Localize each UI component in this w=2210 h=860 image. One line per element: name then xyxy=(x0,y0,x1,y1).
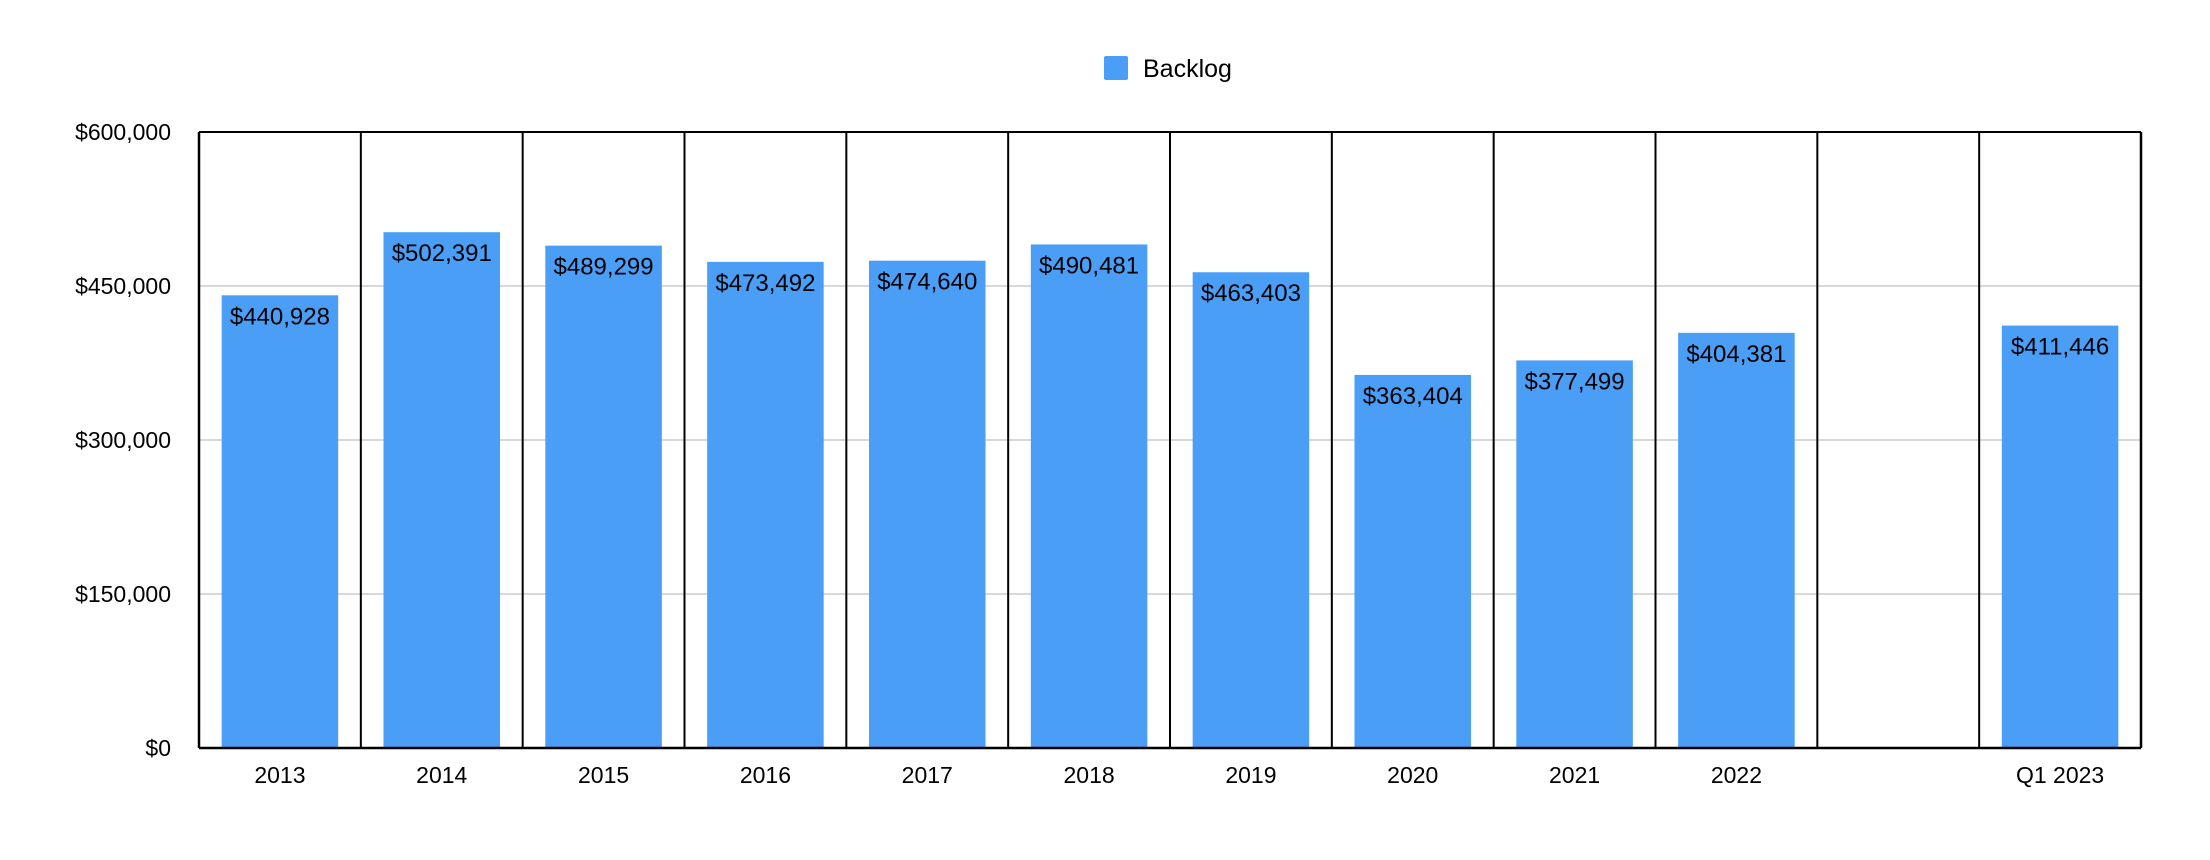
data-label: $490,481 xyxy=(1039,252,1139,279)
bar xyxy=(1192,272,1310,748)
x-tick-label: 2016 xyxy=(740,762,791,788)
data-label: $474,640 xyxy=(877,269,977,296)
y-tick-label: $600,000 xyxy=(75,119,171,145)
data-label: $377,499 xyxy=(1525,368,1625,395)
data-label: $404,381 xyxy=(1686,341,1786,368)
bar xyxy=(545,245,662,749)
x-tick-label: 2015 xyxy=(578,762,629,788)
x-tick-label: 2018 xyxy=(1063,762,1114,788)
bar xyxy=(1516,360,1633,748)
bar xyxy=(1354,374,1472,748)
bar xyxy=(1678,332,1795,748)
y-tick-label: $0 xyxy=(145,735,171,761)
data-label: $463,403 xyxy=(1201,280,1301,307)
data-label: $411,446 xyxy=(2011,334,2109,361)
data-label: $440,928 xyxy=(230,303,330,330)
x-tick-label: 2022 xyxy=(1711,762,1762,788)
bar xyxy=(868,260,986,748)
axes xyxy=(197,131,2143,750)
x-tick-label: 2013 xyxy=(254,762,305,788)
legend-swatch-backlog xyxy=(1104,56,1128,80)
data-label: $502,391 xyxy=(392,240,492,267)
bar xyxy=(1030,244,1148,748)
x-tick-label: Q1 2023 xyxy=(2016,762,2104,788)
y-tick-label: $300,000 xyxy=(75,427,171,453)
y-tick-labels: $0 $150,000 $300,000 $450,000 $600,000 xyxy=(75,119,171,761)
y-tick-label: $450,000 xyxy=(75,273,171,299)
data-label: $363,404 xyxy=(1363,383,1463,410)
x-tick-label: 2019 xyxy=(1225,762,1276,788)
bars xyxy=(221,232,2119,749)
bar xyxy=(383,232,501,748)
legend: Backlog xyxy=(1104,55,1232,83)
y-tick-label: $150,000 xyxy=(75,581,171,607)
x-tick-label: 2017 xyxy=(902,762,953,788)
category-dividers xyxy=(359,132,1981,748)
x-tick-label: 2021 xyxy=(1549,762,1600,788)
bar xyxy=(221,295,339,748)
data-label: $473,492 xyxy=(715,270,815,297)
data-labels: $440,928 $502,391 $489,299 $473,492 $474,640… xyxy=(230,240,2109,410)
x-tick-label: 2020 xyxy=(1387,762,1438,788)
bar xyxy=(2001,325,2119,748)
legend-label-backlog: Backlog xyxy=(1143,55,1232,83)
bar xyxy=(707,261,824,748)
x-tick-labels: 2013 2014 2015 2016 2017 2018 2019 2020 2021 2022… xyxy=(254,762,2104,788)
data-label: $489,299 xyxy=(554,254,654,281)
x-tick-label: 2014 xyxy=(416,762,467,788)
